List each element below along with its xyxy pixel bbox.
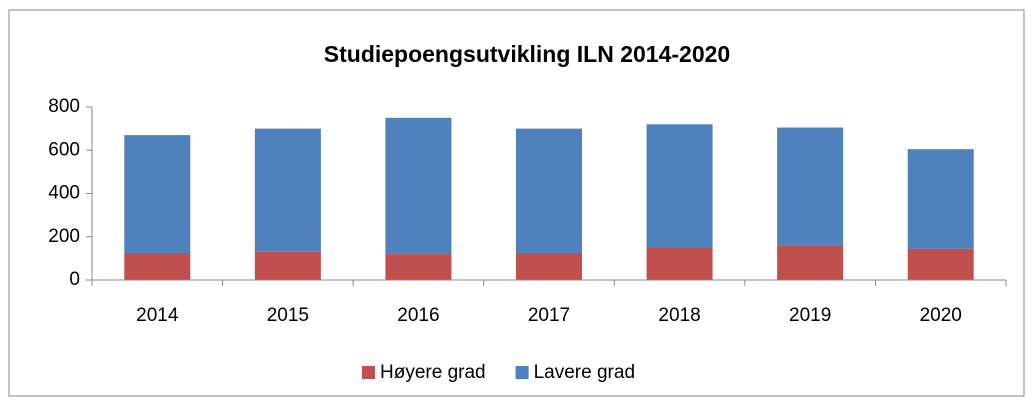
bar-segment [777, 245, 844, 280]
y-tick-label: 0 [69, 269, 80, 290]
bar-segment [516, 252, 582, 280]
x-tick-label: 2018 [658, 305, 700, 326]
bar-segment [124, 135, 191, 253]
bar-segment [516, 128, 582, 253]
x-tick-label: 2019 [789, 305, 831, 326]
x-tick-label: 2020 [920, 305, 962, 326]
bar-segment [777, 127, 844, 246]
bar-segment [385, 117, 452, 255]
legend-label: Høyere grad [380, 362, 486, 383]
y-tick-label: 800 [48, 96, 80, 117]
bar-segment [907, 248, 974, 280]
x-tick-label: 2017 [528, 305, 570, 326]
bar-segment [124, 252, 191, 280]
x-tick-label: 2015 [267, 305, 309, 326]
bar-segment [254, 128, 321, 252]
bar-segment [254, 251, 321, 280]
legend-label: Lavere grad [534, 362, 635, 383]
x-tick-label: 2014 [136, 305, 179, 326]
bar-segment [907, 149, 974, 249]
y-tick-label: 400 [48, 183, 80, 204]
legend-swatch [515, 366, 529, 379]
y-tick-label: 200 [48, 226, 80, 247]
chart-title: Studiepoengsutvikling ILN 2014-2020 [324, 41, 730, 67]
bar-segment [646, 124, 713, 248]
legend-swatch [362, 366, 375, 379]
bar-segment [646, 247, 713, 280]
bar-segment [385, 254, 452, 280]
y-tick-label: 600 [48, 139, 80, 160]
x-tick-label: 2016 [397, 305, 439, 326]
